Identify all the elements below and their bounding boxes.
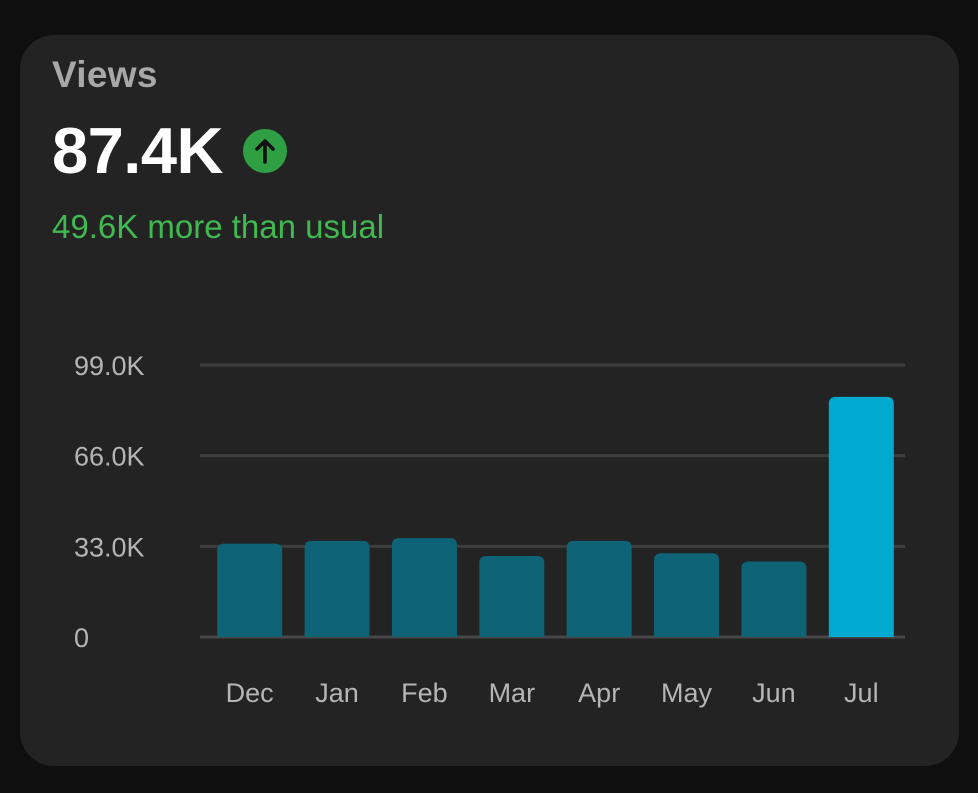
views-value: 87.4K [52, 114, 223, 187]
bar-jan[interactable] [304, 540, 370, 637]
y-tick-label: 66.0K [74, 442, 145, 472]
x-tick-label: May [661, 678, 713, 708]
bar-jun[interactable] [741, 561, 807, 637]
y-tick-label: 33.0K [74, 532, 145, 562]
x-tick-label: Jul [844, 678, 879, 708]
bar-feb[interactable] [391, 538, 457, 637]
arrow-up-icon [242, 128, 287, 173]
x-tick-label: Jan [315, 678, 359, 708]
y-tick-label: 0 [74, 623, 89, 653]
bars [217, 396, 894, 637]
trend-subtitle: 49.6K more than usual [52, 208, 385, 245]
bar-jul[interactable] [828, 396, 894, 637]
bar-may[interactable] [654, 553, 720, 637]
bar-apr[interactable] [566, 540, 632, 637]
bar-mar[interactable] [479, 555, 545, 637]
bar-dec[interactable] [217, 543, 283, 637]
card-title: Views [52, 54, 158, 95]
x-tick-label: Mar [489, 678, 536, 708]
views-card [20, 35, 959, 766]
y-tick-label: 99.0K [74, 351, 145, 381]
x-tick-label: Dec [226, 678, 274, 708]
value-row: 87.4K [52, 118, 287, 183]
x-axis-labels: Dec Jan Feb Mar Apr May Jun Jul [226, 678, 879, 708]
x-tick-label: Jun [752, 678, 796, 708]
x-tick-label: Feb [401, 678, 448, 708]
x-tick-label: Apr [578, 678, 620, 708]
y-axis-labels: 0 33.0K 66.0K 99.0K [74, 351, 145, 653]
